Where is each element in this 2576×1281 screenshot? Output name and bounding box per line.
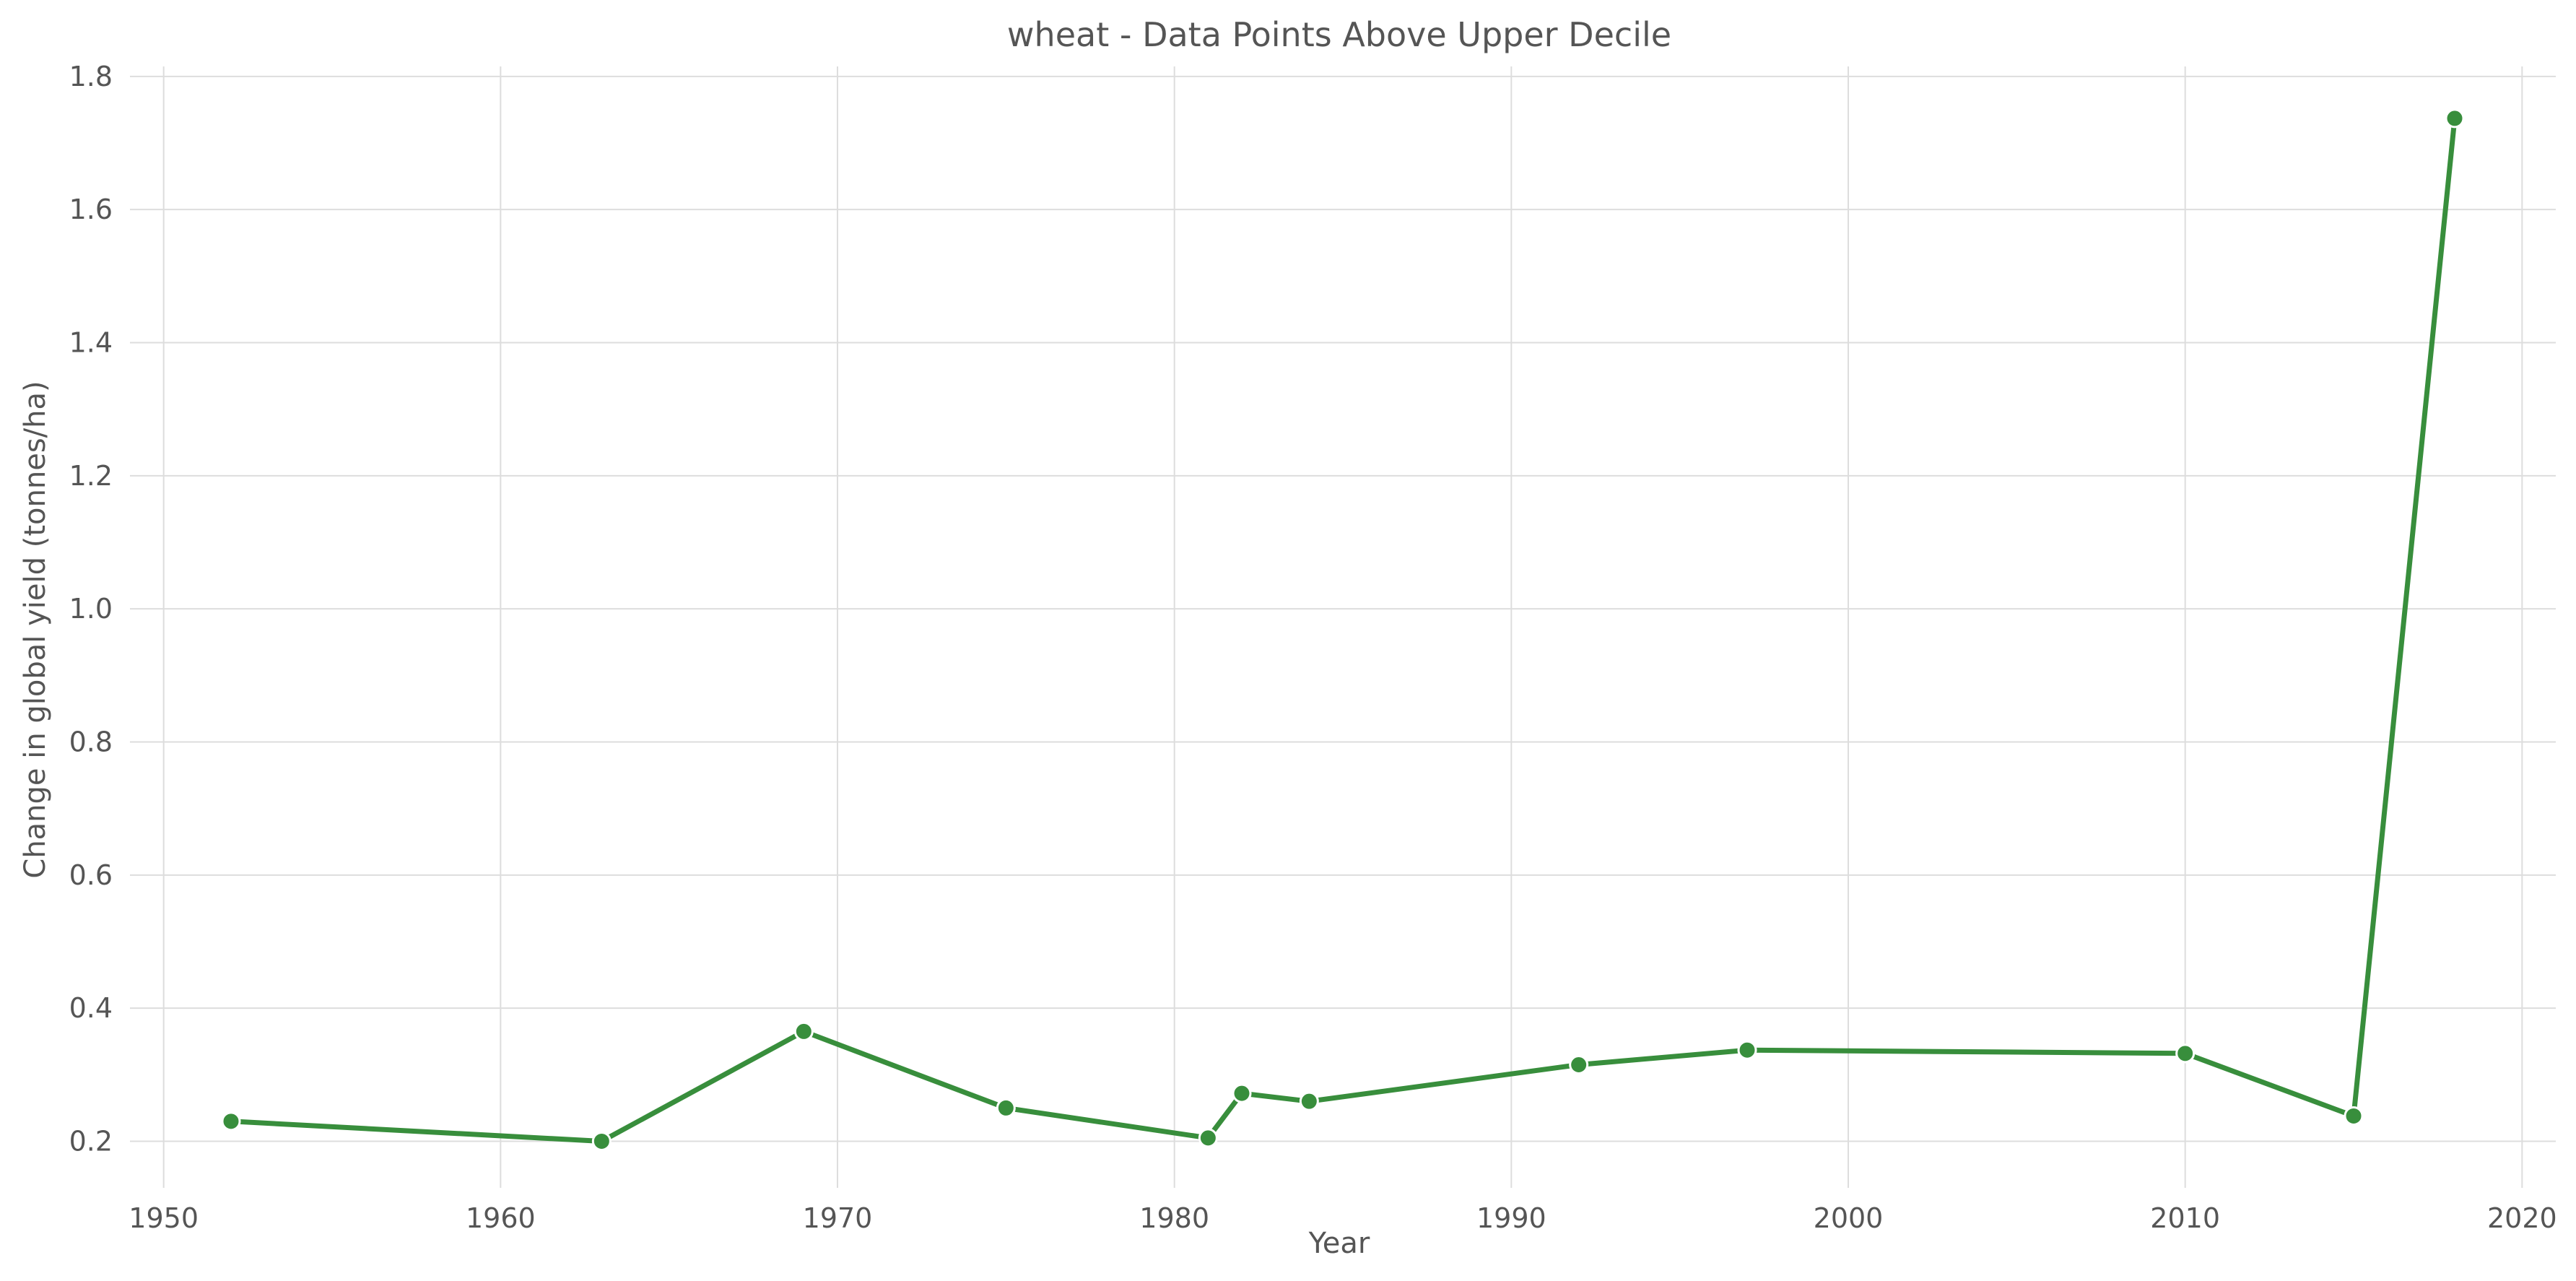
y-tick-label: 1.6 (69, 194, 113, 225)
data-point (221, 1111, 241, 1132)
y-tick-label: 1.2 (69, 460, 113, 492)
x-tick-label: 1980 (1139, 1202, 1209, 1234)
x-tick-label: 1950 (129, 1202, 199, 1234)
data-point (793, 1021, 814, 1041)
data-point (1569, 1054, 1589, 1074)
x-axis-label: Year (1308, 1227, 1370, 1260)
x-tick-label: 1990 (1476, 1202, 1546, 1234)
chart-title: wheat - Data Points Above Upper Decile (1007, 15, 1671, 54)
data-point (1232, 1083, 1252, 1103)
y-tick-label: 0.6 (69, 859, 113, 891)
x-tick-label: 2010 (2150, 1202, 2220, 1234)
y-tick-label: 1.0 (69, 593, 113, 625)
y-tick-labels: 0.2 0.4 0.6 0.8 1.0 1.2 1.4 1.6 1.8 (69, 61, 113, 1158)
data-point (2445, 108, 2465, 129)
grid-lines (130, 66, 2556, 1188)
x-tick-label: 2000 (1814, 1202, 1884, 1234)
y-tick-label: 0.4 (69, 992, 113, 1024)
data-point (2175, 1043, 2196, 1064)
x-tick-label: 2020 (2487, 1202, 2557, 1234)
x-tick-label: 1970 (803, 1202, 873, 1234)
series-line (228, 116, 2458, 1144)
data-point (996, 1098, 1016, 1118)
data-points (221, 108, 2465, 1151)
y-tick-label: 1.8 (69, 61, 113, 92)
data-point (1299, 1091, 1319, 1111)
data-point (591, 1131, 612, 1151)
data-point (1198, 1128, 1218, 1148)
x-tick-label: 1960 (466, 1202, 536, 1234)
y-tick-label: 1.4 (69, 326, 113, 358)
data-point (1737, 1040, 1757, 1060)
x-tick-labels: 1950 1960 1970 1980 1990 2000 2010 2020 (129, 1202, 2557, 1234)
y-tick-label: 0.8 (69, 726, 113, 757)
y-tick-label: 0.2 (69, 1125, 113, 1157)
y-axis-label: Change in global yield (tonnes/ha) (19, 381, 52, 878)
data-point (2344, 1106, 2364, 1126)
